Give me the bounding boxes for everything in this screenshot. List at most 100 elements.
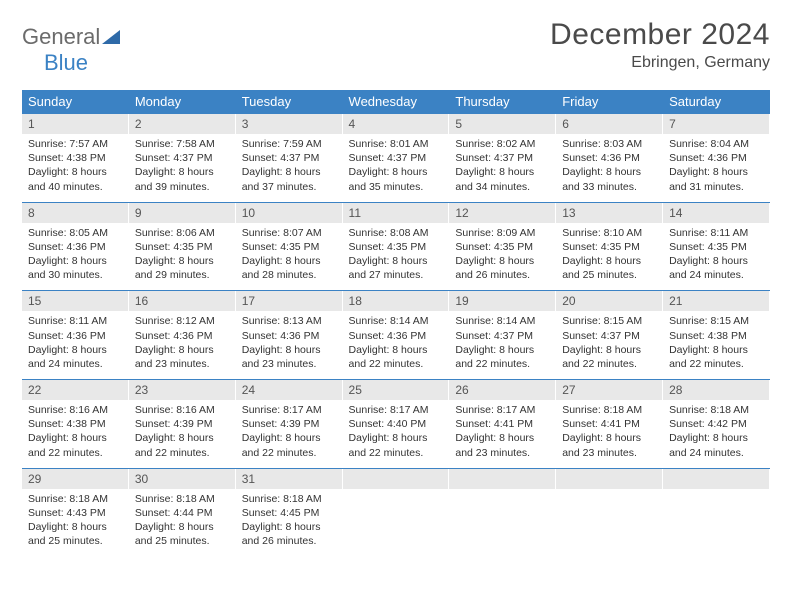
day-content: Sunrise: 8:02 AMSunset: 4:37 PMDaylight:… (449, 134, 556, 202)
sunrise-line: Sunrise: 8:18 AM (562, 404, 642, 416)
day-content: Sunrise: 8:16 AMSunset: 4:39 PMDaylight:… (129, 400, 236, 468)
sunrise-line: Sunrise: 8:04 AM (669, 138, 749, 150)
sunset-line: Sunset: 4:36 PM (28, 241, 106, 253)
day-content: Sunrise: 8:18 AMSunset: 4:44 PMDaylight:… (129, 489, 236, 557)
calendar-cell: 9Sunrise: 8:06 AMSunset: 4:35 PMDaylight… (129, 202, 236, 291)
day-number: 18 (343, 291, 450, 311)
sunset-line: Sunset: 4:42 PM (669, 418, 747, 430)
sunrise-line: Sunrise: 8:08 AM (349, 227, 429, 239)
day-content: Sunrise: 8:18 AMSunset: 4:42 PMDaylight:… (663, 400, 770, 468)
calendar-cell (663, 468, 770, 556)
calendar-cell: 6Sunrise: 8:03 AMSunset: 4:36 PMDaylight… (556, 114, 663, 203)
day-content: Sunrise: 8:05 AMSunset: 4:36 PMDaylight:… (22, 223, 129, 291)
day-content: Sunrise: 7:59 AMSunset: 4:37 PMDaylight:… (236, 134, 343, 202)
sunset-line: Sunset: 4:38 PM (28, 152, 106, 164)
day-content: Sunrise: 8:18 AMSunset: 4:43 PMDaylight:… (22, 489, 129, 557)
day-header: Thursday (449, 90, 556, 114)
sunrise-line: Sunrise: 8:15 AM (562, 315, 642, 327)
sunset-line: Sunset: 4:44 PM (135, 507, 213, 519)
sunrise-line: Sunrise: 8:11 AM (669, 227, 748, 239)
day-number: 22 (22, 380, 129, 400)
day-number: 1 (22, 114, 129, 134)
sunrise-line: Sunrise: 7:57 AM (28, 138, 108, 150)
calendar-cell: 21Sunrise: 8:15 AMSunset: 4:38 PMDayligh… (663, 291, 770, 380)
sunset-line: Sunset: 4:41 PM (455, 418, 533, 430)
calendar-cell (556, 468, 663, 556)
calendar-cell: 7Sunrise: 8:04 AMSunset: 4:36 PMDaylight… (663, 114, 770, 203)
day-header: Monday (129, 90, 236, 114)
logo-text: General Blue (22, 24, 124, 76)
day-header-row: SundayMondayTuesdayWednesdayThursdayFrid… (22, 90, 770, 114)
sunset-line: Sunset: 4:43 PM (28, 507, 106, 519)
day-number: 9 (129, 203, 236, 223)
day-header: Wednesday (343, 90, 450, 114)
day-number: 8 (22, 203, 129, 223)
location-label: Ebringen, Germany (550, 54, 770, 72)
sunset-line: Sunset: 4:37 PM (349, 152, 427, 164)
day-content: Sunrise: 8:11 AMSunset: 4:36 PMDaylight:… (22, 311, 129, 379)
calendar-cell: 25Sunrise: 8:17 AMSunset: 4:40 PMDayligh… (343, 380, 450, 469)
daylight-line: Daylight: 8 hours and 24 minutes. (669, 255, 748, 281)
day-number-empty (663, 469, 770, 489)
day-content-empty (663, 489, 770, 547)
calendar-cell: 31Sunrise: 8:18 AMSunset: 4:45 PMDayligh… (236, 468, 343, 556)
sunrise-line: Sunrise: 8:17 AM (455, 404, 535, 416)
sunset-line: Sunset: 4:37 PM (455, 330, 533, 342)
day-number: 13 (556, 203, 663, 223)
day-number: 16 (129, 291, 236, 311)
sunset-line: Sunset: 4:38 PM (669, 330, 747, 342)
daylight-line: Daylight: 8 hours and 23 minutes. (135, 344, 214, 370)
calendar-cell: 13Sunrise: 8:10 AMSunset: 4:35 PMDayligh… (556, 202, 663, 291)
daylight-line: Daylight: 8 hours and 29 minutes. (135, 255, 214, 281)
sunset-line: Sunset: 4:39 PM (135, 418, 213, 430)
day-number: 15 (22, 291, 129, 311)
sunset-line: Sunset: 4:41 PM (562, 418, 640, 430)
daylight-line: Daylight: 8 hours and 22 minutes. (349, 432, 428, 458)
sunrise-line: Sunrise: 8:12 AM (135, 315, 215, 327)
daylight-line: Daylight: 8 hours and 25 minutes. (562, 255, 641, 281)
day-content: Sunrise: 8:15 AMSunset: 4:37 PMDaylight:… (556, 311, 663, 379)
calendar-cell: 12Sunrise: 8:09 AMSunset: 4:35 PMDayligh… (449, 202, 556, 291)
daylight-line: Daylight: 8 hours and 23 minutes. (562, 432, 641, 458)
daylight-line: Daylight: 8 hours and 22 minutes. (242, 432, 321, 458)
sunrise-line: Sunrise: 7:59 AM (242, 138, 322, 150)
day-header: Saturday (663, 90, 770, 114)
sunrise-line: Sunrise: 8:14 AM (455, 315, 535, 327)
calendar-cell (343, 468, 450, 556)
daylight-line: Daylight: 8 hours and 24 minutes. (28, 344, 107, 370)
sunset-line: Sunset: 4:36 PM (242, 330, 320, 342)
calendar-row: 22 Sunrise: 8:16 AM Sunset: 4:38 PM Dayligh… (22, 380, 770, 469)
day-number: 27 (556, 380, 663, 400)
day-content-empty (449, 489, 556, 547)
day-content: Sunrise: 8:10 AMSunset: 4:35 PMDaylight:… (556, 223, 663, 291)
sunrise-line: Sunrise: 8:18 AM (242, 493, 322, 505)
day-content: Sunrise: 8:17 AMSunset: 4:39 PMDaylight:… (236, 400, 343, 468)
sunset-line: Sunset: 4:38 PM (28, 418, 106, 430)
sunset-line: Sunset: 4:35 PM (562, 241, 640, 253)
day-number: 10 (236, 203, 343, 223)
day-content: Sunrise: 8:18 AMSunset: 4:45 PMDaylight:… (236, 489, 343, 557)
day-number: 23 (129, 380, 236, 400)
sunrise-line: Sunrise: 8:18 AM (135, 493, 215, 505)
sunset-line: Sunset: 4:36 PM (562, 152, 640, 164)
sunset-line: Sunset: 4:36 PM (669, 152, 747, 164)
calendar-row: 8Sunrise: 8:05 AMSunset: 4:36 PMDaylight… (22, 202, 770, 291)
day-content: Sunrise: 8:08 AMSunset: 4:35 PMDaylight:… (343, 223, 450, 291)
day-content-empty (343, 489, 450, 547)
sunrise-line: Sunrise: 8:16 AM (135, 404, 215, 416)
day-number: 25 (343, 380, 450, 400)
day-number-empty (449, 469, 556, 489)
day-number: 2 (129, 114, 236, 134)
sunset-line: Sunset: 4:37 PM (562, 330, 640, 342)
daylight-line: Daylight: 8 hours and 34 minutes. (455, 166, 534, 192)
sunrise-line: Sunrise: 7:58 AM (135, 138, 215, 150)
daylight-line: Daylight: 8 hours and 23 minutes. (242, 344, 321, 370)
sunrise-line: Sunrise: 8:14 AM (349, 315, 429, 327)
day-number: 29 (22, 469, 129, 489)
calendar-table: SundayMondayTuesdayWednesdayThursdayFrid… (22, 90, 770, 556)
daylight-line: Daylight: 8 hours and 37 minutes. (242, 166, 321, 192)
daylight-line: Daylight: 8 hours and 25 minutes. (28, 521, 107, 547)
sunset-line: Sunset: 4:36 PM (349, 330, 427, 342)
day-content: Sunrise: 8:15 AMSunset: 4:38 PMDaylight:… (663, 311, 770, 379)
day-header: Tuesday (236, 90, 343, 114)
